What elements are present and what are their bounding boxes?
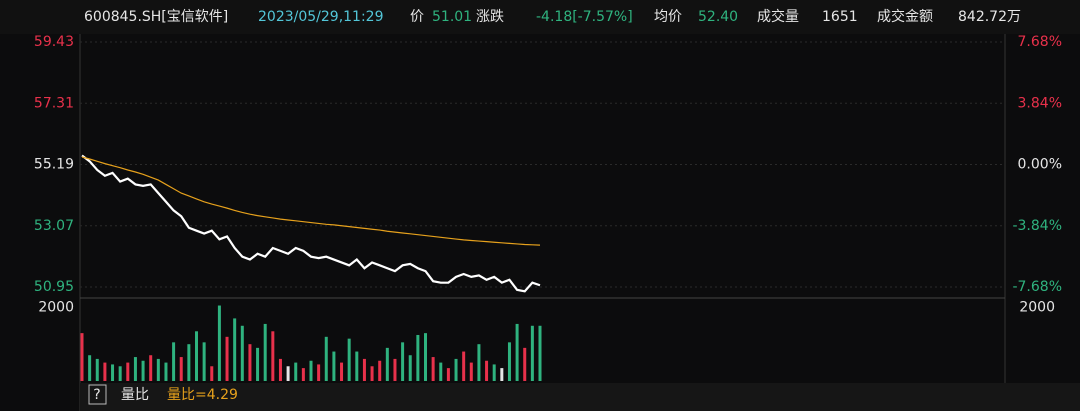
volume-bar <box>271 331 275 381</box>
volume-bar <box>248 344 252 381</box>
volume-bar <box>233 318 237 381</box>
price-line <box>81 156 541 246</box>
price-label: 价 <box>410 9 424 25</box>
price-line <box>81 154 541 293</box>
y-tick-label: 59.43 <box>34 34 74 50</box>
change-label: 涨跌 <box>476 9 504 25</box>
volume-bar <box>523 347 527 381</box>
volume-bar <box>210 366 214 381</box>
volume-bar <box>439 362 443 381</box>
header-bar <box>0 0 1080 34</box>
y2-tick-label: -7.68% <box>1012 279 1062 295</box>
volume-bar <box>462 351 466 381</box>
footer-bar <box>80 383 1080 411</box>
volume-bar <box>477 344 481 381</box>
volume-bar <box>416 334 420 381</box>
y2-tick-label: -3.84% <box>1012 218 1062 234</box>
volume-bar <box>294 362 298 381</box>
volume-bar <box>431 357 435 381</box>
volume-bar <box>446 368 450 381</box>
timestamp: 2023/05/29,11:29 <box>258 9 384 25</box>
volume-bar <box>88 355 92 381</box>
volume-bar <box>179 357 183 381</box>
volume-bar <box>195 331 198 381</box>
volume-bar <box>141 360 145 381</box>
volume-bar <box>492 364 496 381</box>
volume-bar <box>225 336 229 381</box>
volume-bar <box>485 360 489 381</box>
volume-bar <box>256 347 260 381</box>
volume-bar <box>347 338 351 381</box>
volume-bar <box>401 342 405 381</box>
volume-bar <box>515 323 519 381</box>
y2-tick-label: 3.84% <box>1018 95 1062 111</box>
y2-tick-label: 2000 <box>1019 299 1055 315</box>
indicator-name[interactable]: 量比 <box>121 387 149 403</box>
volume-bar <box>309 360 313 381</box>
amount-label: 成交金额 <box>877 8 933 25</box>
volume-bar <box>126 362 130 381</box>
volume-bar <box>301 368 305 381</box>
volume-bar <box>103 362 107 381</box>
volume-bar <box>324 336 328 381</box>
change: -4.18[-7.57%] <box>536 9 633 25</box>
avg-label: 均价 <box>654 9 682 25</box>
volume-label: 成交量 <box>757 8 799 25</box>
help[interactable]: ? <box>93 387 100 403</box>
y-tick-label: 50.95 <box>34 279 74 295</box>
volume-bar <box>133 357 137 381</box>
volume-bar <box>118 366 122 381</box>
volume-bar <box>240 325 244 381</box>
help-box[interactable] <box>88 384 107 405</box>
indicator-value: 量比=4.29 <box>167 387 238 403</box>
volume-bar <box>80 333 84 381</box>
volume-bar <box>538 325 542 381</box>
volume-bar <box>95 358 99 381</box>
volume-bar <box>385 347 389 381</box>
y2-tick-label: 0.00% <box>1018 157 1062 173</box>
y2-tick-label: 7.68% <box>1018 34 1062 50</box>
volume-bar <box>378 360 382 381</box>
volume-bar <box>317 364 321 381</box>
volume-bar <box>530 325 534 381</box>
volume: 1651 <box>822 9 858 25</box>
volume-bar <box>278 358 282 381</box>
stock-code: 600845.SH[宝信软件] <box>84 9 228 25</box>
volume-bar <box>217 305 221 381</box>
volume-bar <box>286 366 290 381</box>
volume-bar <box>187 344 191 381</box>
volume-bar <box>172 342 176 381</box>
volume-bar <box>507 342 511 381</box>
volume-bar <box>149 355 153 381</box>
volume-bar <box>202 342 206 381</box>
volume-bar <box>393 358 397 381</box>
volume-bar <box>424 333 427 381</box>
volume-bar <box>156 358 160 381</box>
price: 51.01 <box>432 9 472 25</box>
volume-bar <box>164 362 168 381</box>
avg: 52.40 <box>698 9 738 25</box>
amount: 842.72万 <box>958 9 1021 25</box>
volume-bar <box>111 364 115 381</box>
y-tick-label: 53.07 <box>34 218 74 234</box>
volume-bar <box>408 355 412 381</box>
y-tick-label: 57.31 <box>34 95 74 111</box>
volume-bar <box>469 362 473 381</box>
volume-bar <box>362 358 366 381</box>
volume-bar <box>454 358 458 381</box>
y-tick-label: 55.19 <box>34 157 74 173</box>
volume-bar <box>370 366 374 381</box>
volume-bar <box>340 362 344 381</box>
volume-bar <box>500 368 504 381</box>
volume-bar <box>332 351 336 381</box>
volume-bar <box>263 323 267 381</box>
y-tick-label: 2000 <box>38 299 74 315</box>
volume-bar <box>355 351 359 381</box>
